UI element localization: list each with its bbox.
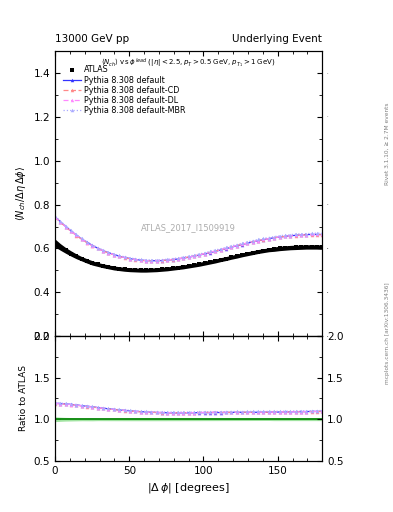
Pythia 8.308 default-MBR (314, 230, 319, 236)
Pythia 8.308 default-MBR (320, 230, 325, 236)
Pythia 8.308 default (234, 243, 239, 249)
Pythia 8.308 default-MBR (234, 242, 239, 248)
ATLAS (314, 244, 319, 250)
ATLAS (53, 240, 57, 246)
Pythia 8.308 default-CD (314, 231, 319, 238)
Pythia 8.308 default-MBR (143, 257, 148, 263)
Pythia 8.308 default-CD (320, 231, 325, 238)
Pythia 8.308 default (250, 239, 255, 245)
Pythia 8.308 default-DL (149, 258, 154, 264)
Pythia 8.308 default-CD (250, 239, 255, 245)
Pythia 8.308 default (314, 231, 319, 238)
Pythia 8.308 default-DL (250, 239, 255, 245)
Line: ATLAS: ATLAS (53, 241, 324, 272)
Pythia 8.308 default (133, 257, 138, 263)
ATLAS (112, 265, 116, 271)
X-axis label: $|\Delta\,\phi|$ [degrees]: $|\Delta\,\phi|$ [degrees] (147, 481, 230, 495)
ATLAS (133, 267, 138, 273)
Pythia 8.308 default-CD (112, 252, 116, 258)
Pythia 8.308 default-DL (53, 214, 57, 220)
Pythia 8.308 default-CD (234, 243, 239, 249)
Pythia 8.308 default (138, 257, 143, 263)
Text: ATLAS_2017_I1509919: ATLAS_2017_I1509919 (141, 223, 236, 232)
ATLAS (320, 244, 325, 250)
Line: Pythia 8.308 default-MBR: Pythia 8.308 default-MBR (53, 215, 324, 262)
Pythia 8.308 default-MBR (112, 251, 116, 257)
Line: Pythia 8.308 default-DL: Pythia 8.308 default-DL (53, 215, 324, 263)
Line: Pythia 8.308 default-CD: Pythia 8.308 default-CD (53, 216, 324, 263)
Pythia 8.308 default-CD (143, 258, 148, 264)
Pythia 8.308 default-MBR (133, 255, 138, 262)
Pythia 8.308 default-MBR (138, 257, 143, 263)
Pythia 8.308 default-CD (53, 214, 57, 220)
Pythia 8.308 default-MBR (250, 238, 255, 244)
Text: $\langle N_{ch}\rangle$ vs $\phi^{lead}$ ($|\eta| < 2.5, p_T > 0.5$ GeV, $p_{T_1: $\langle N_{ch}\rangle$ vs $\phi^{lead}$… (101, 57, 276, 70)
Pythia 8.308 default-DL (314, 231, 319, 238)
Text: 13000 GeV pp: 13000 GeV pp (55, 33, 129, 44)
Pythia 8.308 default-MBR (53, 213, 57, 219)
Pythia 8.308 default-CD (133, 257, 138, 263)
Pythia 8.308 default (149, 258, 154, 264)
Text: mcplots.cern.ch [arXiv:1306.3436]: mcplots.cern.ch [arXiv:1306.3436] (385, 282, 389, 383)
ATLAS (143, 267, 148, 273)
Pythia 8.308 default-CD (138, 257, 143, 263)
ATLAS (138, 267, 143, 273)
Text: Rivet 3.1.10, ≥ 2.7M events: Rivet 3.1.10, ≥ 2.7M events (385, 102, 389, 185)
Line: Pythia 8.308 default: Pythia 8.308 default (53, 215, 324, 263)
Pythia 8.308 default-DL (112, 251, 116, 258)
Pythia 8.308 default (112, 251, 116, 258)
Pythia 8.308 default-DL (320, 231, 325, 238)
Legend: ATLAS, Pythia 8.308 default, Pythia 8.308 default-CD, Pythia 8.308 default-DL, P: ATLAS, Pythia 8.308 default, Pythia 8.30… (62, 64, 187, 117)
ATLAS (234, 253, 239, 259)
Y-axis label: Ratio to ATLAS: Ratio to ATLAS (19, 366, 28, 432)
Y-axis label: $\langle N_{ch} / \Delta\eta\,\Delta\phi \rangle$: $\langle N_{ch} / \Delta\eta\,\Delta\phi… (14, 166, 28, 221)
ATLAS (250, 249, 255, 255)
Pythia 8.308 default-DL (138, 257, 143, 263)
Pythia 8.308 default-DL (234, 243, 239, 249)
Pythia 8.308 default (320, 231, 325, 238)
Pythia 8.308 default (53, 214, 57, 220)
Pythia 8.308 default-DL (133, 257, 138, 263)
Text: Underlying Event: Underlying Event (232, 33, 322, 44)
